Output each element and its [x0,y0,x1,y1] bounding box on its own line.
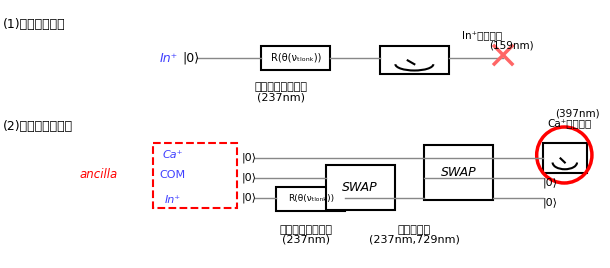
Text: (159nm): (159nm) [489,40,534,50]
Text: SWAP: SWAP [342,181,378,194]
Text: R(θ(νₜₗₒₙₖ)): R(θ(νₜₗₒₙₖ)) [288,195,334,203]
Text: |0⟩: |0⟩ [242,153,257,163]
Text: (397nm): (397nm) [556,109,600,119]
Text: 時計レーザー照射: 時計レーザー照射 [254,82,307,92]
Text: |0⟩: |0⟩ [543,198,558,208]
Text: (237nm,729nm): (237nm,729nm) [369,235,460,245]
FancyBboxPatch shape [326,165,395,210]
Text: In⁺: In⁺ [160,51,178,65]
Text: COM: COM [160,170,185,180]
FancyBboxPatch shape [276,187,345,211]
Text: |0⟩: |0⟩ [242,193,257,203]
Text: |0⟩: |0⟩ [242,173,257,183]
Text: |0⟩: |0⟩ [182,51,199,65]
Text: SWAP: SWAP [441,166,476,179]
Bar [543,143,587,173]
Text: (2)量子論理分光法: (2)量子論理分光法 [3,120,73,133]
Bar [153,143,237,208]
Text: (237nm): (237nm) [257,92,305,102]
Text: Ca⁺蛍光観測: Ca⁺蛍光観測 [548,118,592,128]
FancyBboxPatch shape [424,145,493,200]
Bar [380,46,449,74]
Text: |0⟩: |0⟩ [543,178,558,188]
Text: In⁺: In⁺ [165,195,181,205]
Text: 量子ゲート: 量子ゲート [398,225,431,235]
Text: R(θ(νₜₗₒₙₖ)): R(θ(νₜₗₒₙₖ)) [271,53,321,63]
Text: Ca⁺: Ca⁺ [162,150,183,160]
Text: (1)従来の分光法: (1)従来の分光法 [3,18,66,31]
Text: 時計レーザー照射: 時計レーザー照射 [279,225,332,235]
FancyBboxPatch shape [262,46,331,70]
Text: In⁺蛍光観測: In⁺蛍光観測 [462,30,502,40]
Text: (237nm): (237nm) [282,235,330,245]
Text: ancilla: ancilla [79,169,118,181]
